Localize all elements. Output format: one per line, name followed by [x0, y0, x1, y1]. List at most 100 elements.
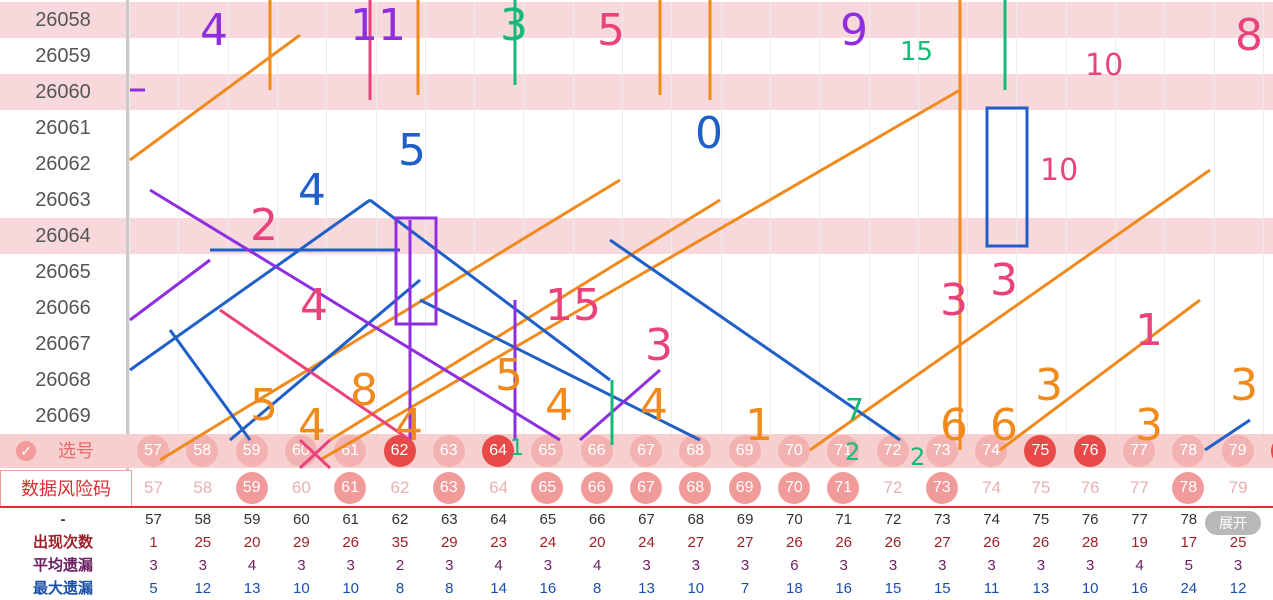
stat-value: 20 [243, 534, 261, 551]
select-ball[interactable]: 62 [383, 435, 416, 467]
grid-line [917, 110, 919, 146]
grid-line [424, 74, 426, 110]
stat-value: 29 [440, 534, 458, 551]
risk-code-box[interactable]: 数据风险码 [0, 470, 132, 508]
grid-line [720, 146, 722, 182]
grid-line [523, 290, 525, 326]
grid-line [868, 290, 870, 326]
stat-value: 17 [1180, 534, 1198, 551]
stat-value: 5 [1184, 557, 1193, 574]
stat-value: 7 [740, 580, 750, 597]
grid-line [622, 254, 623, 290]
stat-value: 77 [1131, 511, 1148, 528]
grid-line [375, 74, 377, 110]
grid-line [178, 218, 180, 254]
select-ball[interactable]: 71 [827, 435, 860, 467]
grid-line [868, 218, 870, 254]
select-ball[interactable]: 80 [1270, 435, 1273, 467]
select-ball[interactable]: 66 [580, 435, 613, 467]
grid-line [129, 218, 130, 254]
grid-line [769, 398, 771, 434]
grid-line [523, 38, 525, 74]
select-ball[interactable]: 70 [777, 435, 810, 467]
grid-line [326, 326, 328, 362]
stat-value: 76 [1081, 511, 1099, 528]
grid-line [967, 362, 969, 398]
select-ball[interactable]: 64 [482, 435, 515, 467]
grid-line [572, 398, 574, 434]
check-icon[interactable]: ✓ [16, 441, 36, 461]
grid-line [1262, 74, 1264, 110]
stat-value: 18 [786, 580, 803, 597]
grid-line [424, 182, 426, 218]
select-ball[interactable]: 59 [235, 435, 268, 467]
select-ball[interactable]: 73 [925, 435, 958, 467]
grid-line [819, 146, 821, 182]
stat-value: 68 [687, 511, 705, 528]
select-ball[interactable]: 76 [1073, 435, 1106, 467]
stat-row-avg-miss: 平均遗漏 3 3 4 3 3 2 3 4 3 4 3 3 3 6 3 3 3 3 3 3 4 5 3 3 [0, 554, 1273, 577]
grid-line [1065, 326, 1067, 362]
grid-line [474, 326, 476, 362]
select-ball[interactable]: 67 [630, 435, 662, 467]
select-ball[interactable]: 60 [284, 435, 317, 467]
expand-button[interactable]: 展开 [1205, 511, 1261, 535]
grid-line [227, 362, 229, 398]
grid-line [1016, 38, 1018, 74]
grid-line [276, 146, 278, 182]
grid-line [129, 362, 130, 398]
grid-line [967, 290, 969, 326]
stat-value: 3 [691, 557, 700, 574]
grid-line [622, 146, 623, 182]
grid-line [424, 362, 426, 398]
grid-line [1213, 38, 1215, 74]
stat-value: 3 [198, 557, 207, 574]
stat-value: 13 [1032, 580, 1050, 597]
stat-value: 5 [149, 580, 158, 597]
faded-number: 72 [883, 478, 903, 497]
stat-value: 3 [297, 557, 306, 574]
select-ball[interactable]: 69 [728, 435, 761, 467]
stat-row-max-miss: 最大遗漏 5 12 13 10 10 8 8 14 16 8 13 10 7 18 16 15 15 11 13 10 1… [0, 577, 1273, 600]
issue-number: 26062 [35, 153, 91, 175]
grid-line [917, 290, 919, 326]
select-ball[interactable]: 77 [1123, 435, 1155, 467]
grid-line [1016, 146, 1018, 182]
select-ball[interactable]: 74 [975, 435, 1008, 467]
faded-number: 67 [630, 472, 662, 504]
grid-line [967, 326, 969, 362]
trend-row: 26069 [0, 398, 1273, 434]
select-ball[interactable]: 61 [334, 435, 367, 467]
stat-value: 66 [588, 511, 606, 528]
grid-line [523, 218, 525, 254]
grid-line [474, 398, 476, 434]
grid-line [375, 218, 377, 254]
grid-line [474, 182, 476, 218]
grid-line [572, 218, 574, 254]
trend-row: 26068 [0, 362, 1273, 398]
stat-row-occurrences: 出现次数 1 25 20 29 26 35 29 23 24 20 24 27 27 26 26 26 27 26 2… [0, 531, 1273, 554]
stat-value: 80 [1263, 508, 1273, 531]
faded-number: 75 [1031, 478, 1051, 497]
stat-value: 26 [835, 534, 853, 551]
grid-line [819, 182, 821, 218]
grid-line [1164, 2, 1166, 38]
grid-line [720, 182, 722, 218]
select-ball[interactable]: 79 [1221, 435, 1254, 467]
stat-value: 14 [490, 580, 507, 597]
select-ball[interactable]: 57 [137, 435, 169, 467]
grid-line [375, 38, 377, 74]
select-ball[interactable]: 72 [876, 435, 909, 467]
issue-column-separator [126, 0, 129, 470]
grid-line [769, 2, 771, 38]
grid-line [1065, 2, 1067, 38]
grid-line [868, 74, 870, 110]
grid-line [424, 254, 426, 290]
grid-line [1115, 182, 1116, 218]
select-ball[interactable]: 63 [432, 435, 465, 467]
grid-line [671, 38, 673, 74]
stat-value: 26 [884, 534, 902, 551]
grid-line [178, 290, 180, 326]
grid-line [1262, 110, 1264, 146]
grid-line [1164, 362, 1166, 398]
